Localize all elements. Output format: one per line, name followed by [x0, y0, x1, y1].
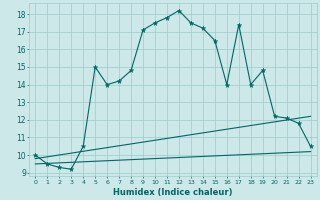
- X-axis label: Humidex (Indice chaleur): Humidex (Indice chaleur): [113, 188, 233, 197]
